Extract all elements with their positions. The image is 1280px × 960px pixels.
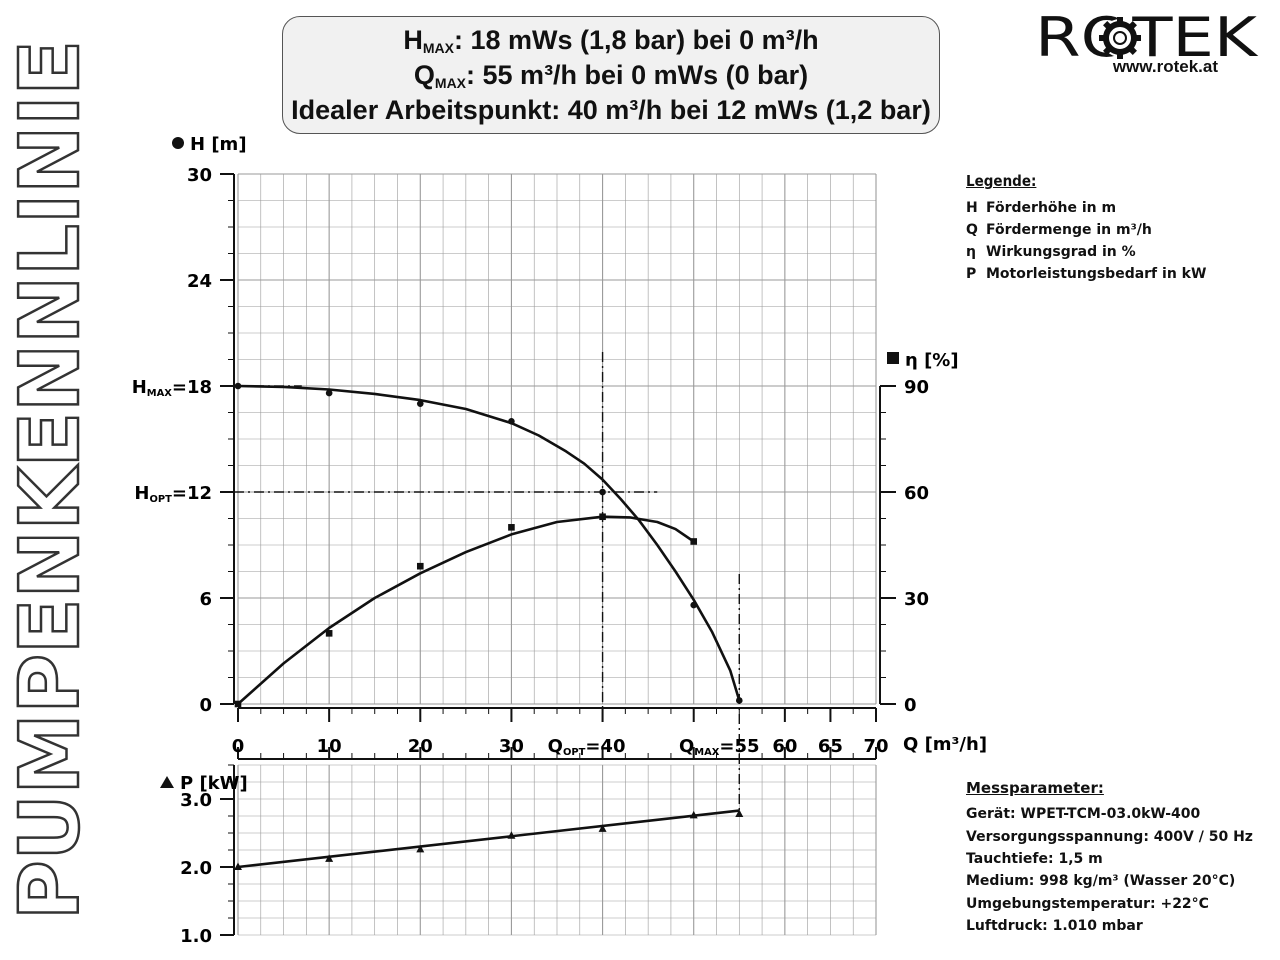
legend-item: Q Fördermenge in m³/h <box>966 222 1152 238</box>
vertical-title-svg: PUMPENKENNLINIE <box>2 39 100 922</box>
h-tick-label: 0 <box>199 695 212 716</box>
q-tick-label: 70 <box>863 736 888 757</box>
q-tick-label: 60 <box>772 736 797 757</box>
p-point <box>689 810 698 819</box>
legend-item: H Förderhöhe in m <box>966 200 1117 216</box>
legend-item: η Wirkungsgrad in % <box>966 244 1136 260</box>
eta-point <box>325 630 333 637</box>
h-point <box>234 382 242 390</box>
p-point <box>416 844 425 853</box>
h-point <box>508 418 515 425</box>
info-line-hmax: HMAX: 18 mWs (1,8 bar) bei 0 m³/h <box>403 25 819 56</box>
eta-point <box>416 562 424 570</box>
eta-point <box>234 700 242 708</box>
eta-tick-label: 0 <box>904 695 917 716</box>
h-point <box>325 389 333 397</box>
data-points <box>234 382 744 870</box>
p-axis-title: P [kW] <box>180 773 248 794</box>
q-axis-title: Q [m³/h] <box>903 734 987 755</box>
rotek-logo: ROTEK <box>1035 8 1259 64</box>
h-point <box>416 400 424 407</box>
messparameter-item: Gerät: WPET-TCM-03.0kW-400 <box>966 806 1201 822</box>
vertical-title: PUMPENKENNLINIE <box>3 40 98 920</box>
eta-tick-label: 30 <box>904 589 929 610</box>
info-line-optimum: Idealer Arbeitspunkt: 40 m³/h bei 12 mWs… <box>291 95 931 125</box>
p-tick-label: 2.0 <box>180 858 212 879</box>
messparameter-item: Luftdruck: 1.010 mbar <box>966 918 1143 934</box>
eta-point <box>690 538 698 545</box>
p-point <box>735 809 744 817</box>
messparameter-title: Messparameter: <box>966 779 1104 797</box>
axes <box>220 173 896 936</box>
gear-icon <box>1099 17 1141 59</box>
hmax-label: HMAX=18 <box>132 377 212 399</box>
p-point <box>598 824 607 832</box>
h-point <box>599 488 606 496</box>
p-point <box>234 862 242 870</box>
qmax-label: QMAX=55 <box>679 736 760 758</box>
q-tick-label: 20 <box>408 736 433 757</box>
h-point <box>735 697 743 704</box>
eta-tick-label: 60 <box>904 483 929 504</box>
messparameter-item: Tauchtiefe: 1,5 m <box>966 851 1103 867</box>
logo-text: ROTEK <box>1035 8 1259 64</box>
eta-tick-label: 90 <box>904 377 929 398</box>
eta-point <box>599 513 606 521</box>
q-tick-label: 30 <box>499 736 524 757</box>
h-tick-label: 6 <box>199 589 212 610</box>
eta-curve <box>237 515 695 705</box>
eta-point <box>508 524 515 531</box>
p-point <box>507 831 516 839</box>
info-box: HMAX: 18 mWs (1,8 bar) bei 0 m³/h QMAX: … <box>282 16 940 134</box>
qopt-label: QOPT=40 <box>548 736 626 758</box>
legend-item: P Motorleistungsbedarf in kW <box>966 266 1207 282</box>
h-curve <box>237 384 741 701</box>
eta-legend-marker <box>887 352 899 364</box>
messparameter-item: Versorgungsspannung: 400V / 50 Hz <box>966 829 1253 845</box>
guide-lines <box>234 352 740 811</box>
logo-url: www.rotek.at <box>1112 57 1218 76</box>
power-grid <box>237 764 877 936</box>
p-point <box>325 854 334 862</box>
h-tick-label: 24 <box>187 271 212 292</box>
main-grid <box>237 173 877 705</box>
p-legend-marker <box>160 776 174 788</box>
curves <box>237 384 741 869</box>
axis-labels: 0 6 24 30 HMAX=18 HOPT=12 0 30 60 90 0 10 20 30 60 65 70… <box>132 134 987 947</box>
h-legend-marker <box>172 137 184 149</box>
p-tick-label: 3.0 <box>180 790 212 811</box>
q-tick-label: 65 <box>818 736 843 757</box>
legend-title: Legende: <box>966 172 1037 190</box>
h-point <box>690 601 698 609</box>
info-line-qmax: QMAX: 55 m³/h bei 0 mWs (0 bar) <box>413 60 809 91</box>
p-tick-label: 1.0 <box>180 926 212 947</box>
h-tick-label: 30 <box>187 165 212 186</box>
p-curve <box>237 809 740 869</box>
hopt-label: HOPT=12 <box>134 483 212 505</box>
messparameter-item: Umgebungstemperatur: +22°C <box>966 896 1209 912</box>
h-axis-title: H [m] <box>190 134 247 155</box>
eta-axis-title: η [%] <box>905 350 959 371</box>
q-tick-label: 0 <box>232 736 245 757</box>
messparameter-item: Medium: 998 kg/m³ (Wasser 20°C) <box>966 873 1236 889</box>
q-tick-label: 10 <box>317 736 342 757</box>
